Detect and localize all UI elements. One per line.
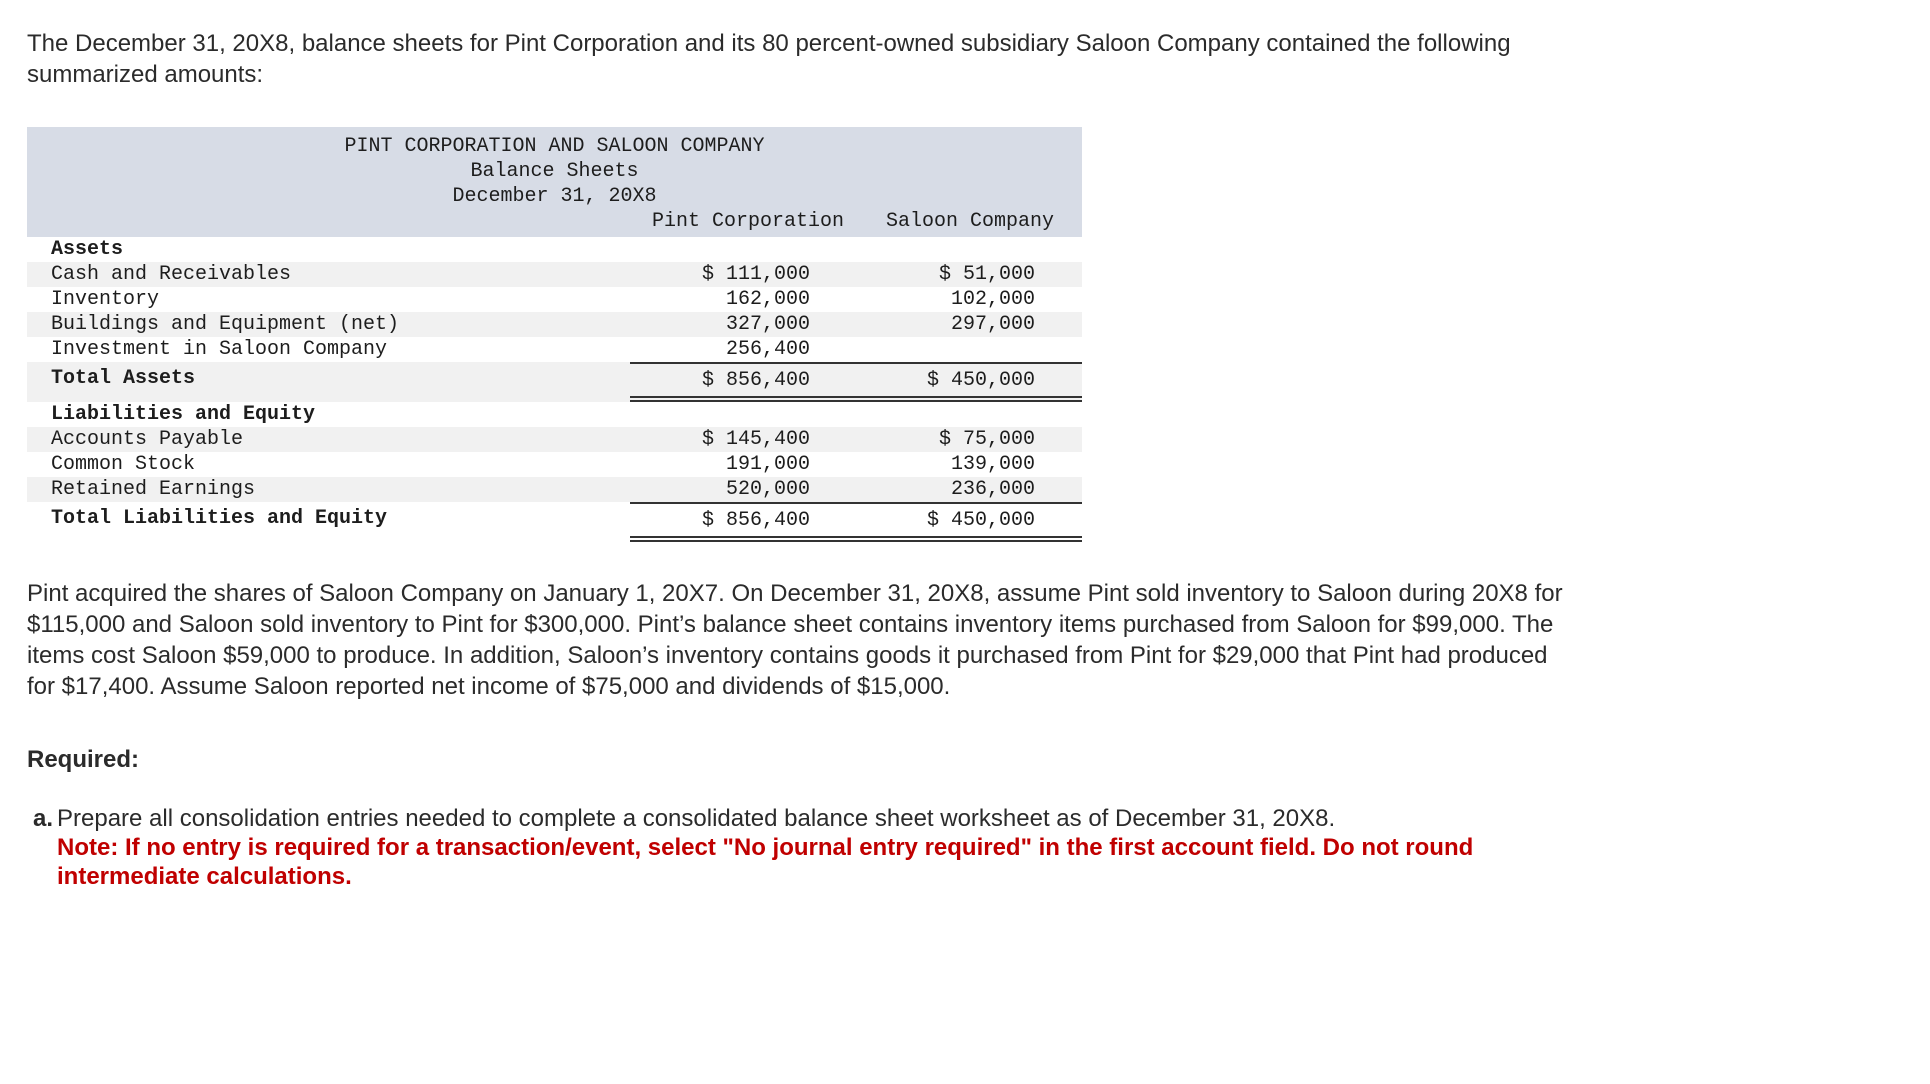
row-label: Accounts Payable bbox=[51, 428, 244, 451]
table-row-inventory: Inventory 162,000 102,000 bbox=[27, 287, 1082, 312]
table-row-common-stock: Common Stock 191,000 139,000 bbox=[27, 452, 1082, 477]
pint-amount: 520,000 bbox=[725, 478, 810, 501]
amount-pad bbox=[1035, 427, 1082, 452]
amount-pad bbox=[1035, 504, 1082, 536]
row-amounts: 256,400 bbox=[630, 337, 1082, 362]
table-row-buildings-and-equipment: Buildings and Equipment (net) 327,000 29… bbox=[27, 312, 1082, 337]
row-amounts: $ 145,400 $ 75,000 bbox=[630, 427, 1082, 452]
section-label: Assets bbox=[51, 238, 124, 261]
table-row-cash-and-receivables: Cash and Receivables $ 111,000 $ 51,000 bbox=[27, 262, 1082, 287]
table-title-company: PINT CORPORATION AND SALOON COMPANY bbox=[344, 135, 765, 158]
saloon-amount: 139,000 bbox=[950, 453, 1035, 476]
pint-amount: $ 856,400 bbox=[701, 509, 810, 532]
intro-paragraph: The December 31, 20X8, balance sheets fo… bbox=[27, 30, 1511, 88]
amount-pad bbox=[1035, 364, 1082, 396]
section-label: Liabilities and Equity bbox=[51, 403, 316, 426]
row-label: Common Stock bbox=[51, 453, 196, 476]
item-a-body: Prepare all consolidation entries needed… bbox=[57, 804, 1603, 891]
amount-pad bbox=[1035, 312, 1082, 337]
row-label: Cash and Receivables bbox=[51, 263, 292, 286]
column-header-row: Pint Corporation Saloon Company bbox=[27, 209, 1082, 237]
row-label: Inventory bbox=[51, 288, 160, 311]
pint-amount: $ 145,400 bbox=[701, 428, 810, 451]
table-row-retained-earnings: Retained Earnings 520,000 236,000 bbox=[27, 477, 1082, 502]
saloon-amount: 236,000 bbox=[950, 478, 1035, 501]
table-row-total-liabilities-equity: Total Liabilities and Equity $ 856,400 $… bbox=[27, 502, 1082, 542]
saloon-amount: $ 75,000 bbox=[938, 428, 1035, 451]
note-line: intermediate calculations. bbox=[57, 863, 352, 890]
pint-amount: 191,000 bbox=[725, 453, 810, 476]
column-header-spacer bbox=[27, 209, 638, 234]
row-amounts: $ 111,000 $ 51,000 bbox=[630, 262, 1082, 287]
pint-amount: 162,000 bbox=[725, 288, 810, 311]
saloon-amount: $ 51,000 bbox=[938, 263, 1035, 286]
item-a-text: Prepare all consolidation entries needed… bbox=[57, 805, 1336, 832]
table-row-investment-in-saloon: Investment in Saloon Company 256,400 bbox=[27, 337, 1082, 362]
balance-sheet-table: PINT CORPORATION AND SALOON COMPANY Bala… bbox=[27, 127, 1082, 542]
saloon-amount: 297,000 bbox=[950, 313, 1035, 336]
amount-pad bbox=[1035, 287, 1082, 312]
total-label: Total Liabilities and Equity bbox=[51, 507, 388, 530]
row-label: Investment in Saloon Company bbox=[51, 338, 388, 361]
table-title-date: December 31, 20X8 bbox=[452, 185, 657, 208]
saloon-amount: $ 450,000 bbox=[926, 509, 1035, 532]
saloon-amount: 102,000 bbox=[950, 288, 1035, 311]
row-amounts: 162,000 102,000 bbox=[630, 287, 1082, 312]
pint-amount: 256,400 bbox=[725, 338, 810, 361]
total-amounts: $ 856,400 $ 450,000 bbox=[630, 502, 1082, 542]
table-row-total-assets: Total Assets $ 856,400 $ 450,000 bbox=[27, 362, 1082, 402]
item-a-note: Note: If no entry is required for a tran… bbox=[57, 833, 1603, 891]
narrative-paragraph: Pint acquired the shares of Saloon Compa… bbox=[27, 580, 1563, 700]
note-line: Note: If no entry is required for a tran… bbox=[57, 834, 1474, 861]
total-label: Total Assets bbox=[51, 367, 196, 390]
amount-pad bbox=[1035, 477, 1082, 502]
table-header: PINT CORPORATION AND SALOON COMPANY Bala… bbox=[27, 127, 1082, 237]
row-label: Retained Earnings bbox=[51, 478, 256, 501]
row-amounts: 191,000 139,000 bbox=[630, 452, 1082, 477]
total-amounts: $ 856,400 $ 450,000 bbox=[630, 362, 1082, 402]
pint-amount: $ 111,000 bbox=[701, 263, 810, 286]
item-a-label: a. bbox=[33, 805, 54, 832]
problem-page: The December 31, 20X8, balance sheets fo… bbox=[27, 30, 1603, 891]
saloon-amount: $ 450,000 bbox=[926, 369, 1035, 392]
row-amounts: 327,000 297,000 bbox=[630, 312, 1082, 337]
pint-amount: $ 856,400 bbox=[701, 369, 810, 392]
column-header-saloon: Saloon Company bbox=[885, 210, 1055, 233]
table-title-statement: Balance Sheets bbox=[470, 160, 639, 183]
row-amounts: 520,000 236,000 bbox=[630, 477, 1082, 502]
requirement-item-a: a. Prepare all consolidation entries nee… bbox=[33, 804, 1603, 891]
amount-pad bbox=[1035, 262, 1082, 287]
pint-amount: 327,000 bbox=[725, 313, 810, 336]
section-header-assets: Assets bbox=[27, 237, 1082, 262]
row-label: Buildings and Equipment (net) bbox=[51, 313, 400, 336]
saloon-amount bbox=[810, 337, 1035, 362]
table-row-accounts-payable: Accounts Payable $ 145,400 $ 75,000 bbox=[27, 427, 1082, 452]
section-header-liabilities-equity: Liabilities and Equity bbox=[27, 402, 1082, 427]
column-header-pint: Pint Corporation bbox=[651, 210, 845, 233]
amount-pad bbox=[1035, 452, 1082, 477]
required-heading: Required: bbox=[27, 746, 140, 773]
amount-pad bbox=[1035, 337, 1082, 362]
